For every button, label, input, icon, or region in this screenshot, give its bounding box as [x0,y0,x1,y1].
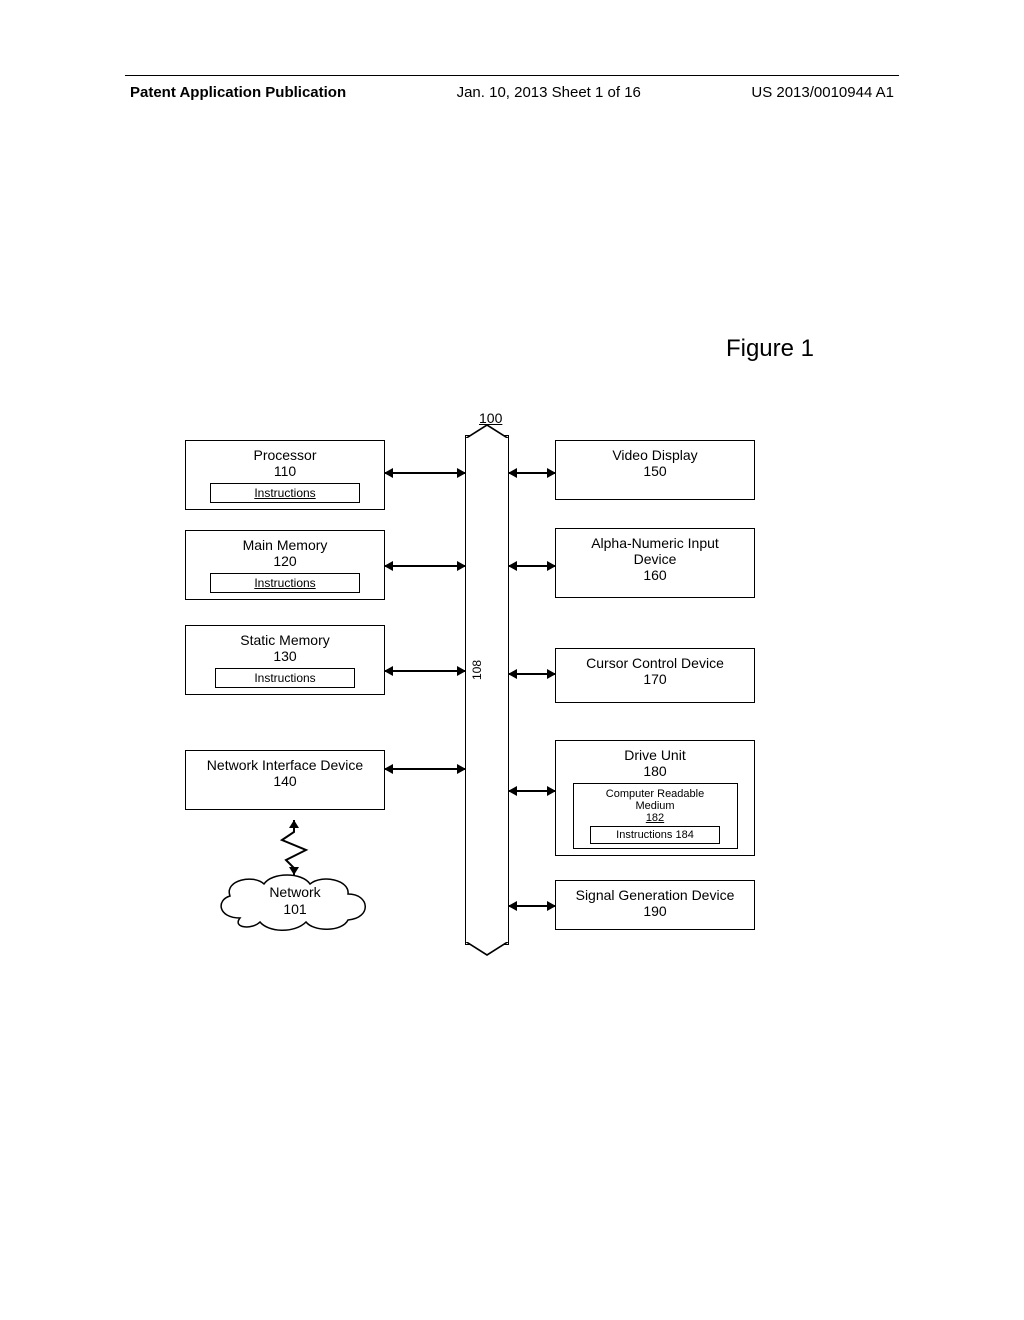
nic-block: Network Interface Device 140 [185,750,385,810]
network-title: Network [210,884,380,901]
alpha-title2: Device [560,551,750,567]
header-left: Patent Application Publication [130,84,346,101]
network-num: 101 [210,901,380,918]
bus-label: 108 [470,660,484,680]
figure-title: Figure 1 [726,335,814,363]
processor-block: Processor 110 Instructions [185,440,385,510]
signal-gen-block: Signal Generation Device 190 [555,880,755,930]
medium-title: Computer Readable [578,788,733,800]
arrow-nic-bus [385,768,465,770]
cursor-title: Cursor Control Device [560,655,750,671]
header-right: US 2013/0010944 A1 [751,84,894,101]
video-title: Video Display [560,447,750,463]
arrow-bus-drive [509,790,555,792]
main-memory-title: Main Memory [190,537,380,553]
medium-title2: Medium [578,800,733,812]
arrow-processor-bus [385,472,465,474]
static-memory-block: Static Memory 130 Instructions [185,625,385,695]
arrow-bus-alpha [509,565,555,567]
static-memory-instructions: Instructions [215,668,355,688]
medium-instructions: Instructions 184 [590,826,720,844]
processor-title: Processor [190,447,380,463]
arrow-bus-video [509,472,555,474]
system-diagram: 100 108 Processor 110 Instructions Main … [185,410,845,940]
header-center: Jan. 10, 2013 Sheet 1 of 16 [457,84,641,101]
processor-instructions: Instructions [210,483,360,503]
drive-title: Drive Unit [560,747,750,763]
alpha-title1: Alpha-Numeric Input [560,535,750,551]
cursor-control-block: Cursor Control Device 170 [555,648,755,703]
main-memory-instructions: Instructions [210,573,360,593]
nic-title: Network Interface Device [190,757,380,773]
signal-title: Signal Generation Device [560,887,750,903]
page-header: Patent Application Publication Jan. 10, … [0,84,1024,101]
arrow-bus-signal [509,905,555,907]
cursor-num: 170 [560,671,750,687]
drive-unit-block: Drive Unit 180 Computer Readable Medium … [555,740,755,856]
video-display-block: Video Display 150 [555,440,755,500]
system-bus [465,435,509,945]
video-num: 150 [560,463,750,479]
arrow-mainmem-bus [385,565,465,567]
processor-num: 110 [190,463,380,479]
alpha-num: 160 [560,567,750,583]
alpha-input-block: Alpha-Numeric Input Device 160 [555,528,755,598]
drive-num: 180 [560,763,750,779]
arrow-bus-cursor [509,673,555,675]
signal-num: 190 [560,903,750,919]
main-memory-num: 120 [190,553,380,569]
header-rule [125,75,899,76]
static-memory-title: Static Memory [190,632,380,648]
nic-network-connector [280,820,310,875]
nic-num: 140 [190,773,380,789]
network-cloud: Network 101 [210,870,380,930]
static-memory-num: 130 [190,648,380,664]
arrow-staticmem-bus [385,670,465,672]
main-memory-block: Main Memory 120 Instructions [185,530,385,600]
computer-readable-medium: Computer Readable Medium 182 Instruction… [573,783,738,849]
medium-num: 182 [578,812,733,824]
